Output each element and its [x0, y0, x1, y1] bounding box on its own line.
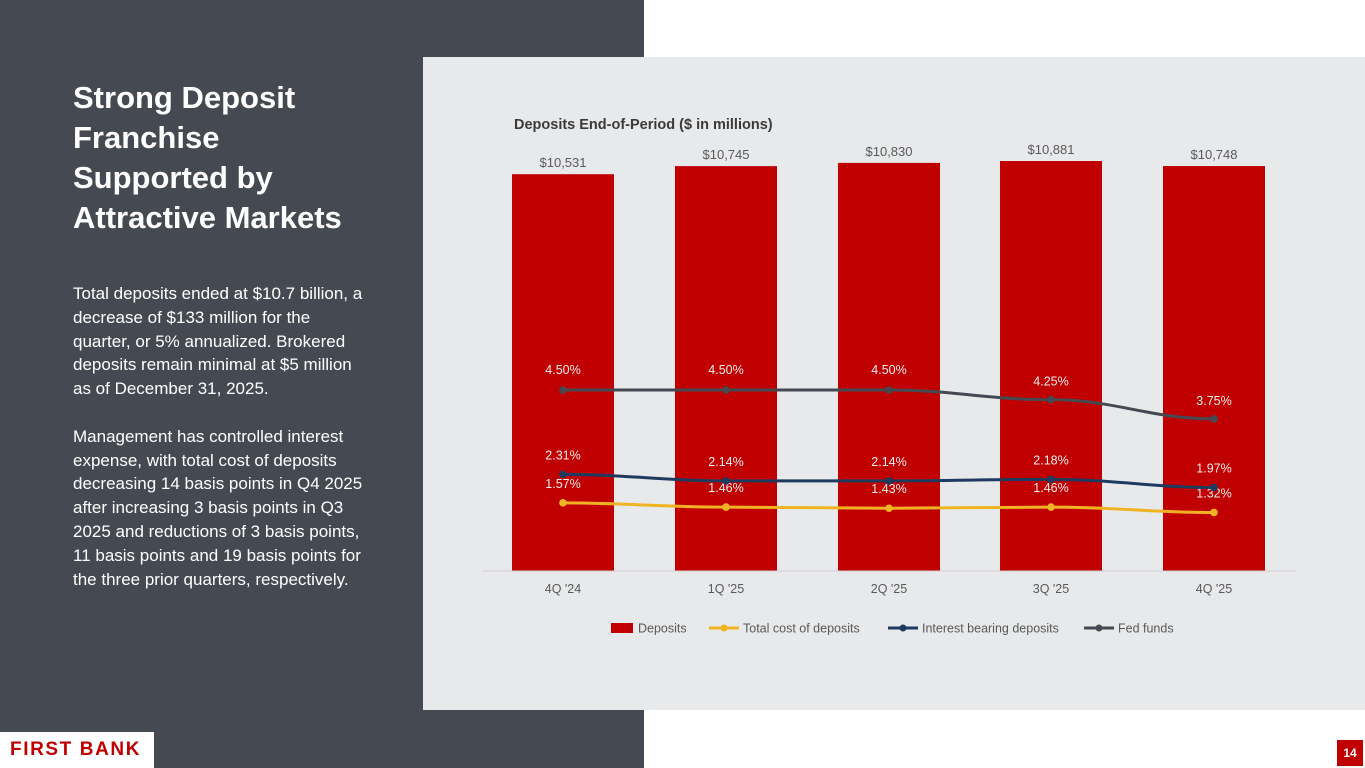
logo-text: FIRST BANK [10, 739, 142, 760]
point-total_cost-4 [1210, 508, 1218, 517]
data-label-interest_bearing-3: 2.18% [1033, 453, 1068, 467]
data-label-fed_funds-1: 4.50% [708, 363, 743, 377]
point-interest_bearing-2 [885, 477, 893, 485]
point-fed_funds-0 [559, 386, 567, 394]
x-tick-label-2: 2Q '25 [871, 582, 907, 596]
data-label-interest_bearing-1: 2.14% [708, 455, 743, 469]
bar-label-4: $10,748 [1191, 147, 1238, 162]
data-label-interest_bearing-0: 2.31% [545, 448, 580, 462]
x-tick-label-3: 3Q '25 [1033, 582, 1069, 596]
x-tick-label-0: 4Q '24 [545, 582, 581, 596]
point-interest_bearing-4 [1210, 483, 1218, 492]
point-interest_bearing-3 [1047, 475, 1055, 484]
bar-3 [1000, 161, 1102, 571]
legend-swatch-0 [611, 623, 633, 633]
body-text: Total deposits ended at $10.7 billion, a… [73, 282, 363, 615]
x-tick-label-4: 4Q '25 [1196, 582, 1232, 596]
deposit-summary-paragraph: Total deposits ended at $10.7 billion, a… [73, 284, 363, 399]
chart-title: Deposits End-of-Period ($ in millions) [514, 117, 773, 133]
data-label-total_cost-3: 1.46% [1033, 481, 1068, 495]
point-fed_funds-3 [1047, 395, 1055, 404]
bar-2 [838, 162, 940, 571]
legend-label-1: Total cost of deposits [743, 622, 860, 636]
chart-panel: Deposits End-of-Period ($ in millions) $1… [423, 57, 1365, 710]
bar-label-2: $10,830 [866, 144, 913, 159]
legend-label-0: Deposits [638, 622, 687, 636]
data-label-total_cost-4: 1.32% [1196, 486, 1231, 500]
point-total_cost-0 [559, 499, 567, 507]
legend-label-2: Interest bearing deposits [922, 622, 1059, 636]
legend-swatch-marker-1 [720, 624, 728, 632]
data-label-total_cost-2: 1.43% [871, 482, 906, 496]
data-label-fed_funds-2: 4.50% [871, 363, 906, 377]
data-label-interest_bearing-2: 2.14% [871, 455, 906, 469]
x-tick-label-1: 1Q '25 [708, 582, 744, 596]
cost-summary-paragraph: Management has controlled interest expen… [73, 426, 363, 589]
point-total_cost-2 [885, 504, 893, 513]
bar-label-3: $10,881 [1028, 142, 1075, 157]
point-interest_bearing-0 [559, 470, 567, 479]
data-label-fed_funds-4: 3.75% [1196, 394, 1231, 408]
page-number: 14 [1337, 740, 1363, 766]
bar-4 [1163, 166, 1265, 572]
data-label-interest_bearing-4: 1.97% [1196, 461, 1231, 475]
point-fed_funds-1 [722, 386, 730, 394]
data-label-total_cost-0: 1.57% [545, 477, 580, 491]
data-label-total_cost-1: 1.46% [708, 481, 743, 495]
legend-swatch-marker-2 [899, 624, 907, 632]
point-total_cost-1 [722, 503, 730, 511]
point-total_cost-3 [1047, 503, 1055, 511]
legend-label-3: Fed funds [1118, 622, 1174, 636]
data-label-fed_funds-3: 4.25% [1033, 375, 1068, 389]
bar-label-0: $10,531 [540, 155, 587, 170]
slide-title: Strong Deposit Franchise Supported by At… [73, 80, 342, 235]
data-label-fed_funds-0: 4.50% [545, 363, 580, 377]
deposits-chart: Deposits End-of-Period ($ in millions) $1… [483, 117, 1296, 636]
logo: FIRST BANK [0, 732, 154, 768]
point-interest_bearing-1 [722, 477, 730, 485]
legend-swatch-marker-3 [1095, 624, 1103, 632]
point-fed_funds-4 [1210, 415, 1218, 423]
bar-label-1: $10,745 [703, 147, 750, 162]
point-fed_funds-2 [885, 386, 893, 394]
